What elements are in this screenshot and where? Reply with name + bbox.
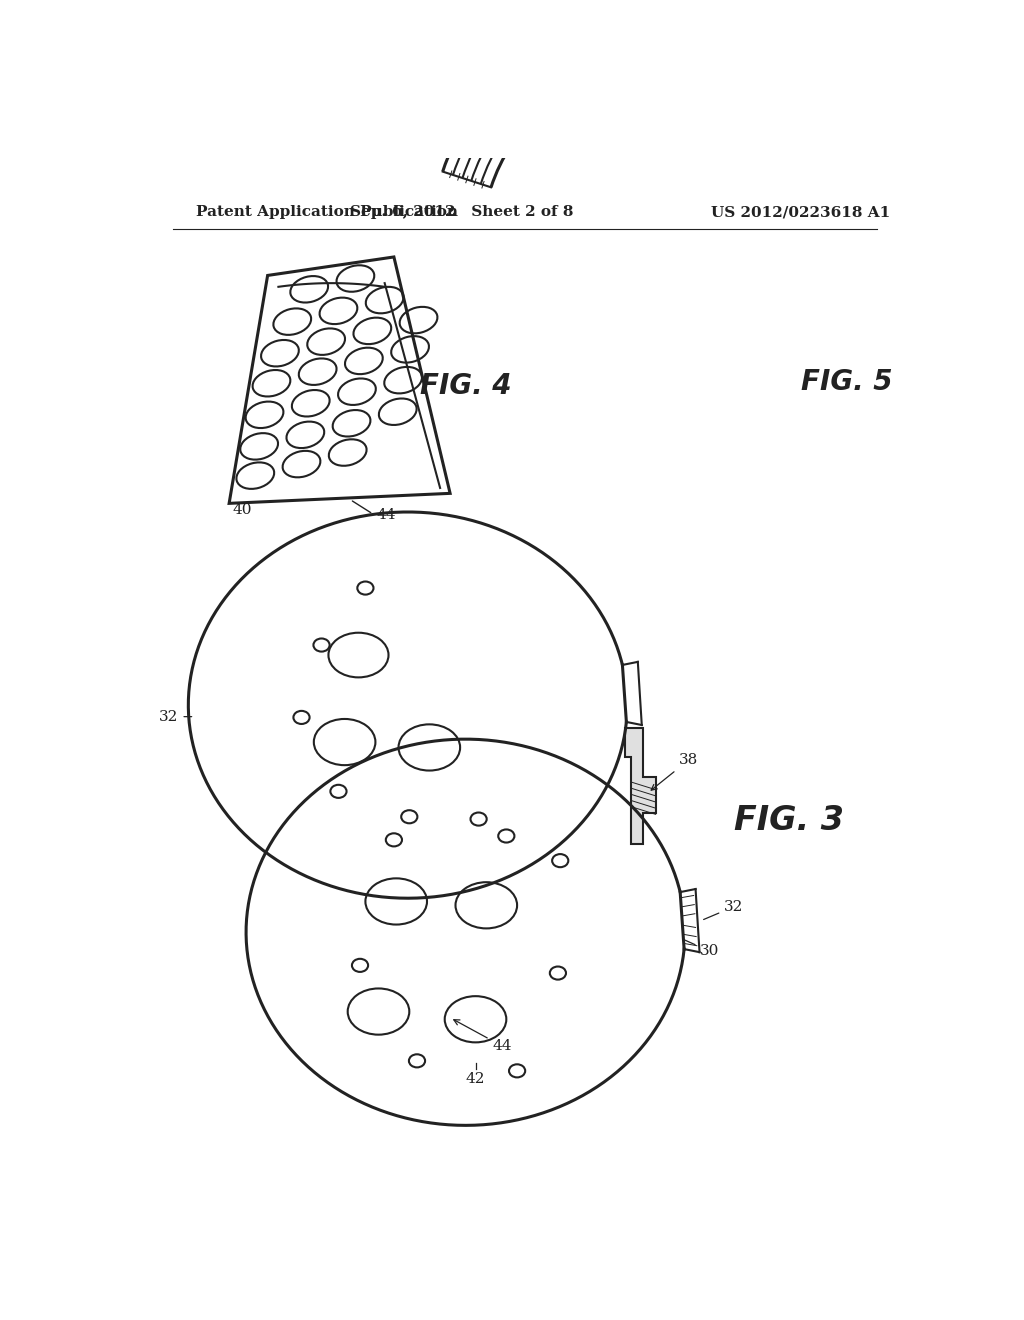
Text: 42: 42 (466, 1072, 485, 1085)
Text: US 2012/0223618 A1: US 2012/0223618 A1 (711, 206, 890, 219)
Text: 32: 32 (703, 900, 743, 920)
Text: 44: 44 (376, 508, 395, 521)
Polygon shape (625, 729, 655, 843)
Text: FIG. 5: FIG. 5 (801, 368, 892, 396)
Text: 38: 38 (651, 754, 698, 791)
Text: Patent Application Publication: Patent Application Publication (196, 206, 458, 219)
Text: FIG. 4: FIG. 4 (420, 371, 511, 400)
Text: 30: 30 (684, 940, 720, 958)
Text: 40: 40 (233, 503, 253, 517)
Text: 44: 44 (454, 1020, 512, 1053)
Text: FIG. 3: FIG. 3 (734, 804, 844, 837)
Text: Sep. 6, 2012   Sheet 2 of 8: Sep. 6, 2012 Sheet 2 of 8 (350, 206, 573, 219)
Text: 32: 32 (159, 710, 191, 723)
